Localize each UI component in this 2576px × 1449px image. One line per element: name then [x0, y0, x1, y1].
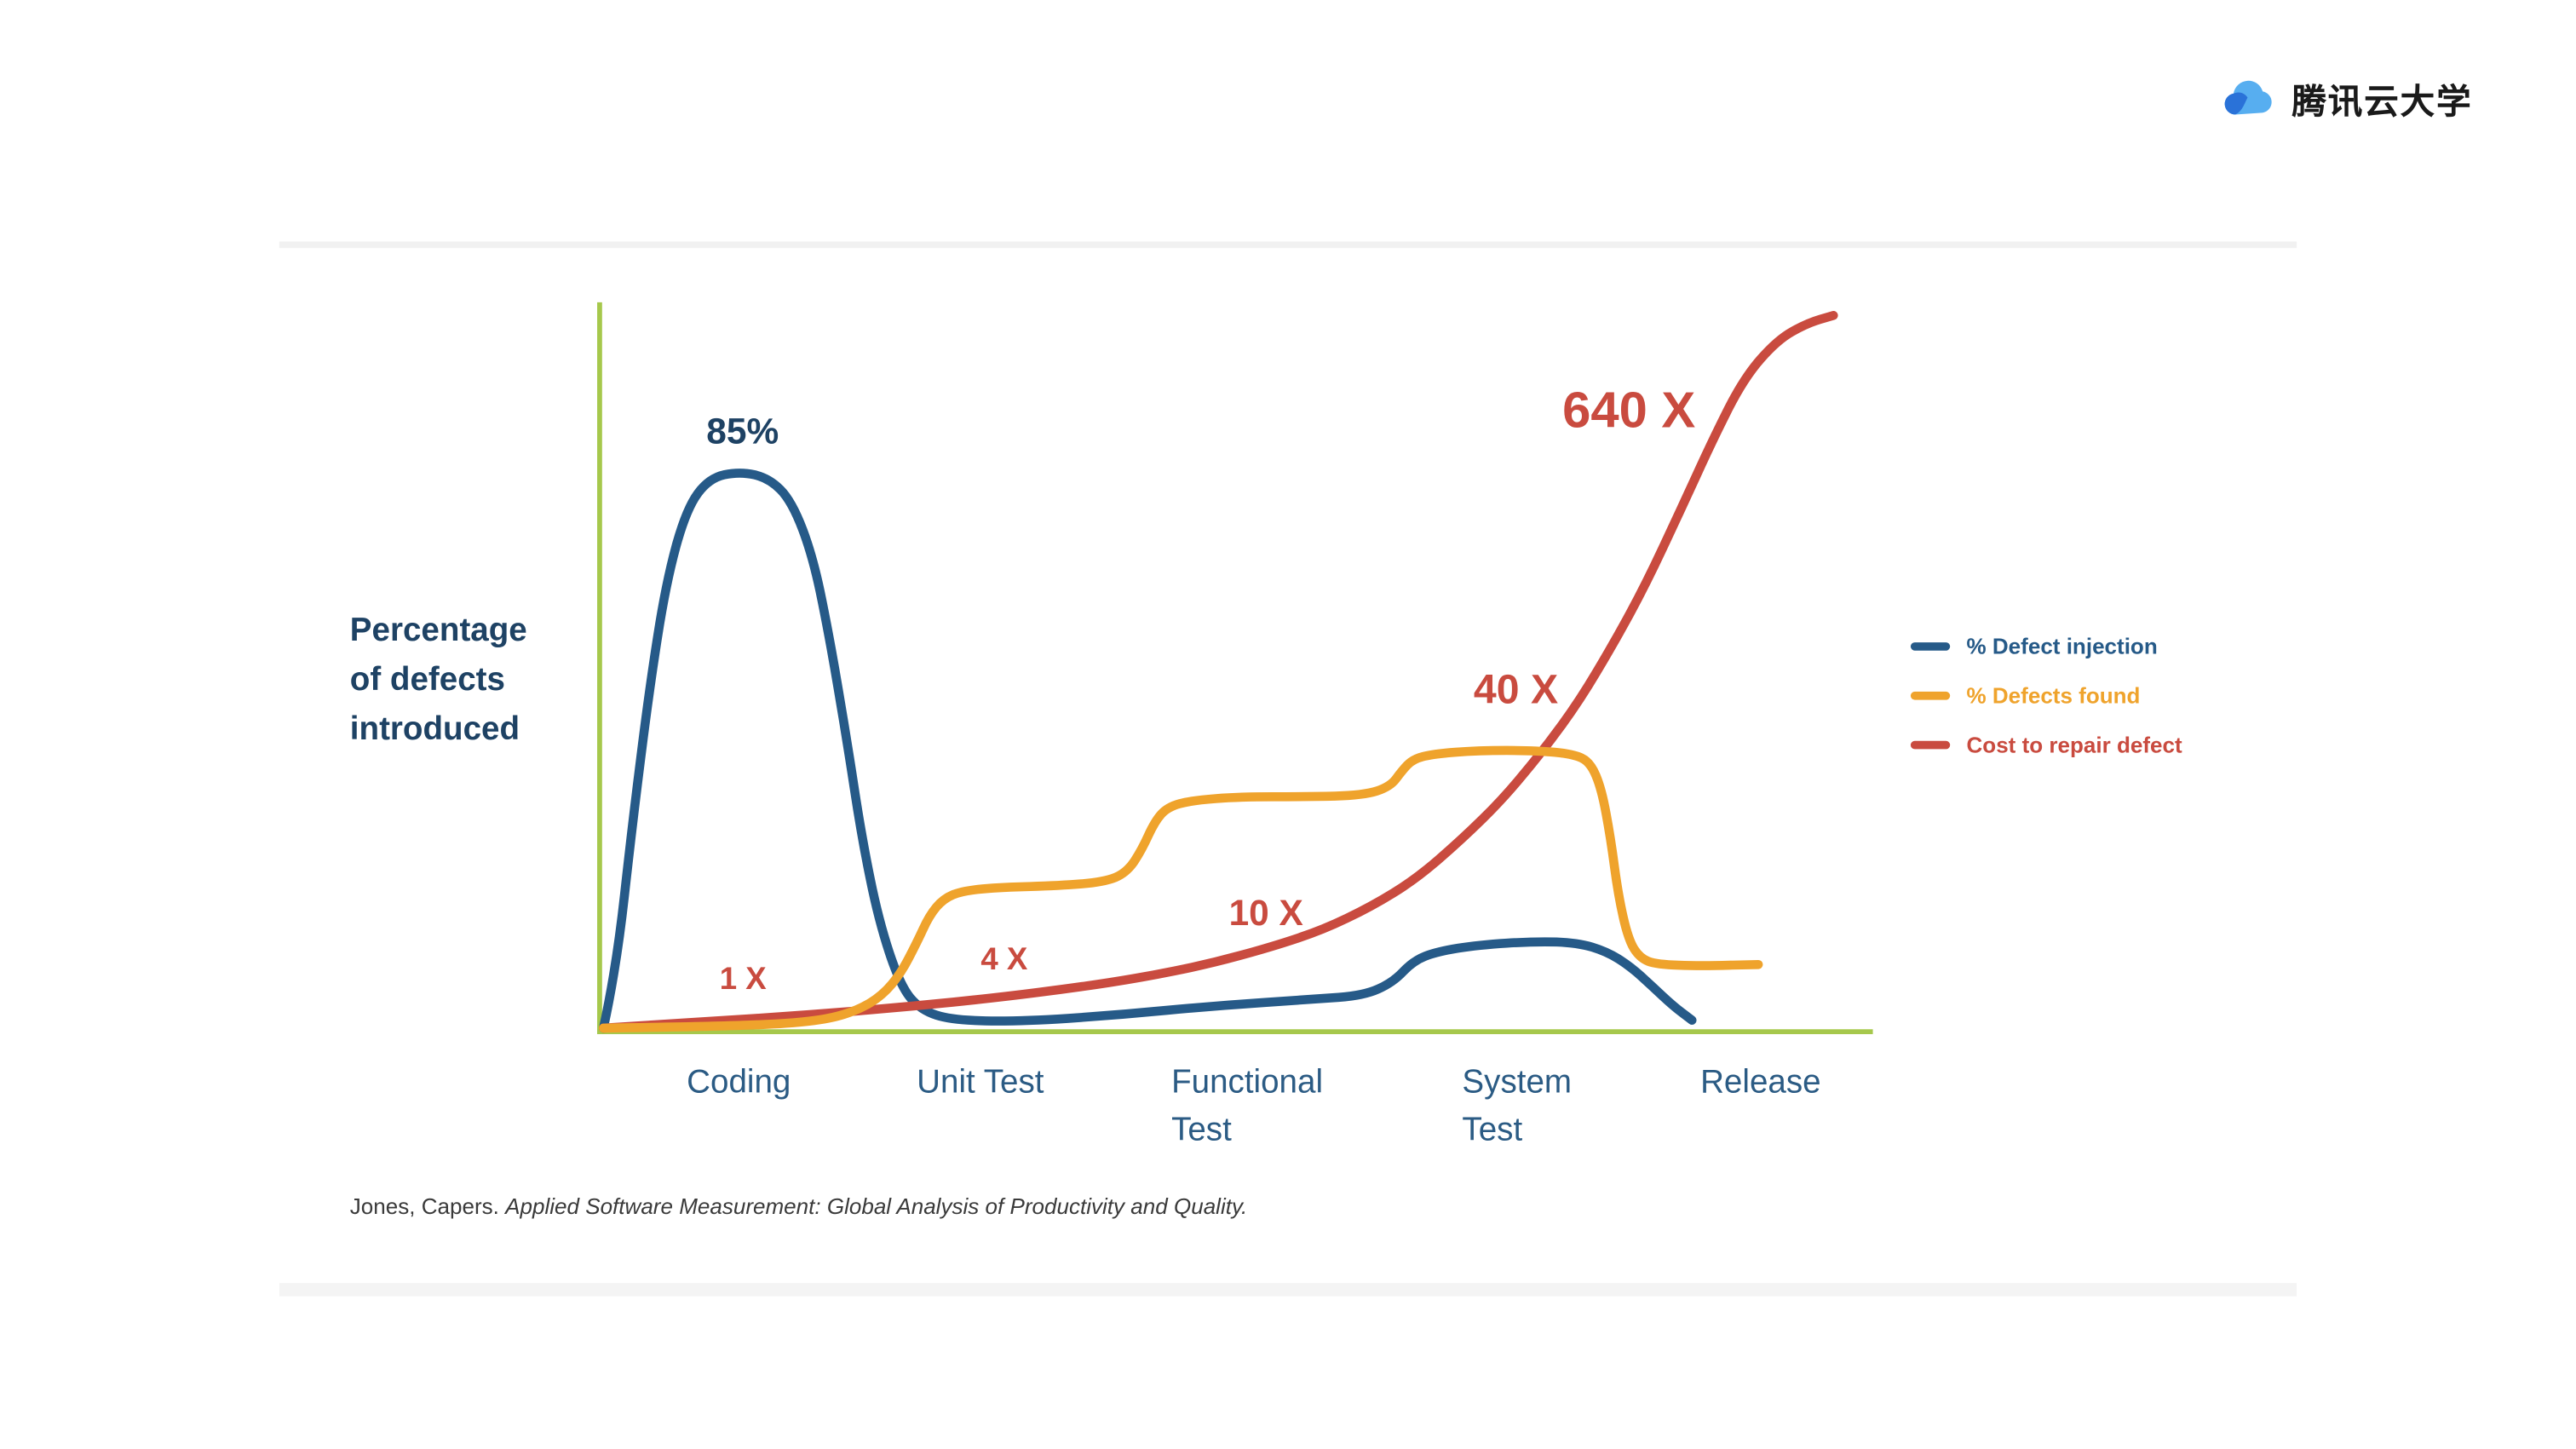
legend-item-defects-found: % Defects found	[1910, 670, 2182, 720]
annotation-cost-1x: 1 X	[719, 963, 767, 998]
citation-author: Jones, Capers.	[349, 1194, 506, 1219]
tencent-cloud-icon	[2224, 80, 2272, 115]
y-axis-title-line: introduced	[349, 711, 520, 748]
annotation-cost-4x: 4 X	[980, 942, 1028, 978]
legend-label-defect-injection: % Defect injection	[1966, 633, 2158, 658]
x-axis-label-release: Release	[1700, 1064, 1821, 1101]
y-axis-title: Percentage of defects introduced	[350, 607, 527, 755]
annotation-cost-10x: 10 X	[1228, 892, 1303, 934]
annotation-cost-40x: 40 X	[1473, 666, 1559, 713]
legend-label-cost-to-repair: Cost to repair defect	[1966, 732, 2182, 757]
legend-swatch-defect-injection	[1910, 641, 1951, 650]
brand-name: 腾讯云大学	[2291, 83, 2473, 122]
curve--defect-injection	[599, 469, 1697, 1033]
slide-bottom-divider	[279, 1283, 2297, 1297]
curve--defects-found	[599, 745, 1763, 1033]
chart-legend: % Defect injection % Defects found Cost …	[1910, 621, 2182, 769]
legend-item-cost-to-repair: Cost to repair defect	[1910, 720, 2182, 769]
citation: Jones, Capers. Applied Software Measurem…	[350, 1194, 1248, 1219]
annotation-cost-640x: 640 X	[1562, 381, 1696, 439]
x-axis-label-system-test: System Test	[1462, 1064, 1573, 1149]
annotation-85-percent: 85%	[706, 411, 779, 452]
legend-swatch-cost-to-repair	[1910, 739, 1951, 749]
slide-top-divider	[279, 241, 2297, 249]
x-axis-label-unit-test: Unit Test	[917, 1064, 1044, 1101]
citation-title: Applied Software Measurement: Global Ana…	[505, 1194, 1248, 1219]
legend-swatch-defects-found	[1910, 690, 1951, 699]
x-axis-label-coding: Coding	[687, 1064, 791, 1101]
legend-label-defects-found: % Defects found	[1966, 682, 2141, 708]
y-axis-title-line: Percentage	[349, 612, 527, 649]
legend-item-defect-injection: % Defect injection	[1910, 621, 2182, 670]
y-axis-title-line: of defects	[349, 662, 505, 699]
x-axis-label-functional-test: Functional Test	[1171, 1064, 1324, 1149]
brand-logo: 腾讯云大学	[2217, 76, 2473, 125]
